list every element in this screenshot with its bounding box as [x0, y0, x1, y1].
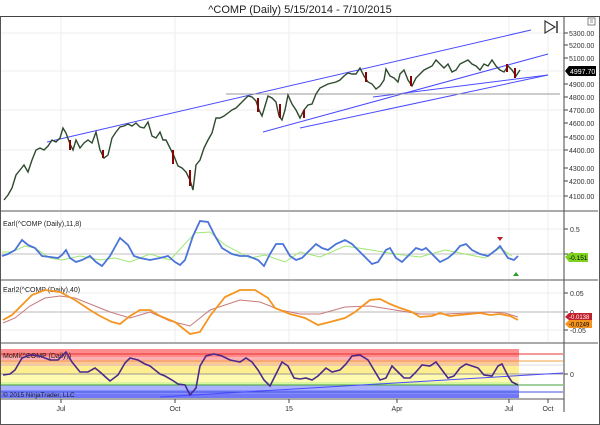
earl2-signal-line: [2, 295, 519, 327]
y-tick: 4900.00: [569, 82, 594, 89]
earl-y-axis: 0.5 0 -0.151: [564, 227, 588, 262]
earl2-value-badge-1: -0.0138: [565, 313, 592, 321]
y-tick: 0: [570, 372, 574, 379]
earl2-y-axis: 0.05 0 -0.05 -0.0138 -0.0249: [564, 291, 592, 335]
momi-line: [2, 350, 519, 397]
buy-signal-icon: [513, 272, 519, 276]
y-tick: 0.5: [570, 227, 580, 234]
earl2-last-value-2: -0.0249: [569, 323, 590, 329]
momi-panel[interactable]: MoMi(^COMP (Daily)) © 2015 NinjaTrader, …: [1, 349, 564, 399]
price-series: [3, 58, 521, 201]
earl2-value-badge-2: -0.0249: [565, 320, 592, 329]
x-tick: 15: [285, 406, 293, 413]
y-tick: 4500.00: [569, 135, 594, 142]
y-tick: 4200.00: [569, 179, 594, 186]
skip-to-end-icon[interactable]: [544, 19, 558, 35]
y-tick: 4700.00: [569, 108, 594, 115]
y-tick: 4400.00: [569, 148, 594, 155]
x-axis: Jul Oct 15 Apr Jul Oct: [57, 399, 554, 413]
x-tick: Oct: [543, 406, 554, 413]
x-tick: Apr: [392, 406, 404, 413]
momi-trend-line[interactable]: [159, 372, 564, 398]
x-tick: Jul: [505, 406, 514, 413]
earl-signal-line: [2, 231, 513, 263]
earl-panel[interactable]: Earl(^COMP (Daily),11,8): [1, 212, 563, 279]
y-tick: 5100.00: [569, 56, 594, 63]
x-tick: Jul: [57, 406, 66, 413]
y-tick: 4300.00: [569, 166, 594, 173]
earl-label: Earl(^COMP (Daily),11,8): [3, 221, 81, 228]
channel-lines[interactable]: [46, 29, 549, 143]
x-tick: Oct: [170, 406, 181, 413]
earl-main-line: [1, 220, 519, 268]
price-panel[interactable]: [1, 17, 596, 210]
y-tick: 0.05: [570, 291, 584, 298]
price-y-axis: 5300.00 5200.00 5100.00 4900.00 4800.00 …: [563, 17, 596, 412]
last-price-value: 4997.70: [570, 69, 595, 76]
y-tick: 5200.00: [569, 43, 594, 50]
earl2-last-value-1: -0.0138: [569, 315, 590, 321]
y-tick: -0.05: [570, 328, 586, 335]
y-tick: 4100.00: [569, 194, 594, 201]
last-price-badge: 4997.70: [565, 66, 596, 76]
sell-signal-icon: [497, 237, 503, 241]
y-tick: 4800.00: [569, 95, 594, 102]
earl-last-value: -0.151: [569, 255, 588, 262]
chart-title: ^COMP (Daily) 5/15/2014 - 7/10/2015: [208, 4, 392, 16]
down-candles: [69, 64, 516, 186]
y-tick: 4600.00: [569, 121, 594, 128]
earl-value-badge: -0.151: [565, 253, 588, 262]
copyright-text: © 2015 NinjaTrader, LLC: [3, 391, 75, 399]
y-tick: 5300.00: [569, 31, 594, 38]
earl2-panel[interactable]: Earl2(^COMP (Daily),40): [1, 281, 563, 342]
momi-y-axis: 0: [564, 372, 574, 379]
earl2-main-line: [2, 289, 519, 335]
panel-menu-icon[interactable]: [587, 17, 596, 26]
